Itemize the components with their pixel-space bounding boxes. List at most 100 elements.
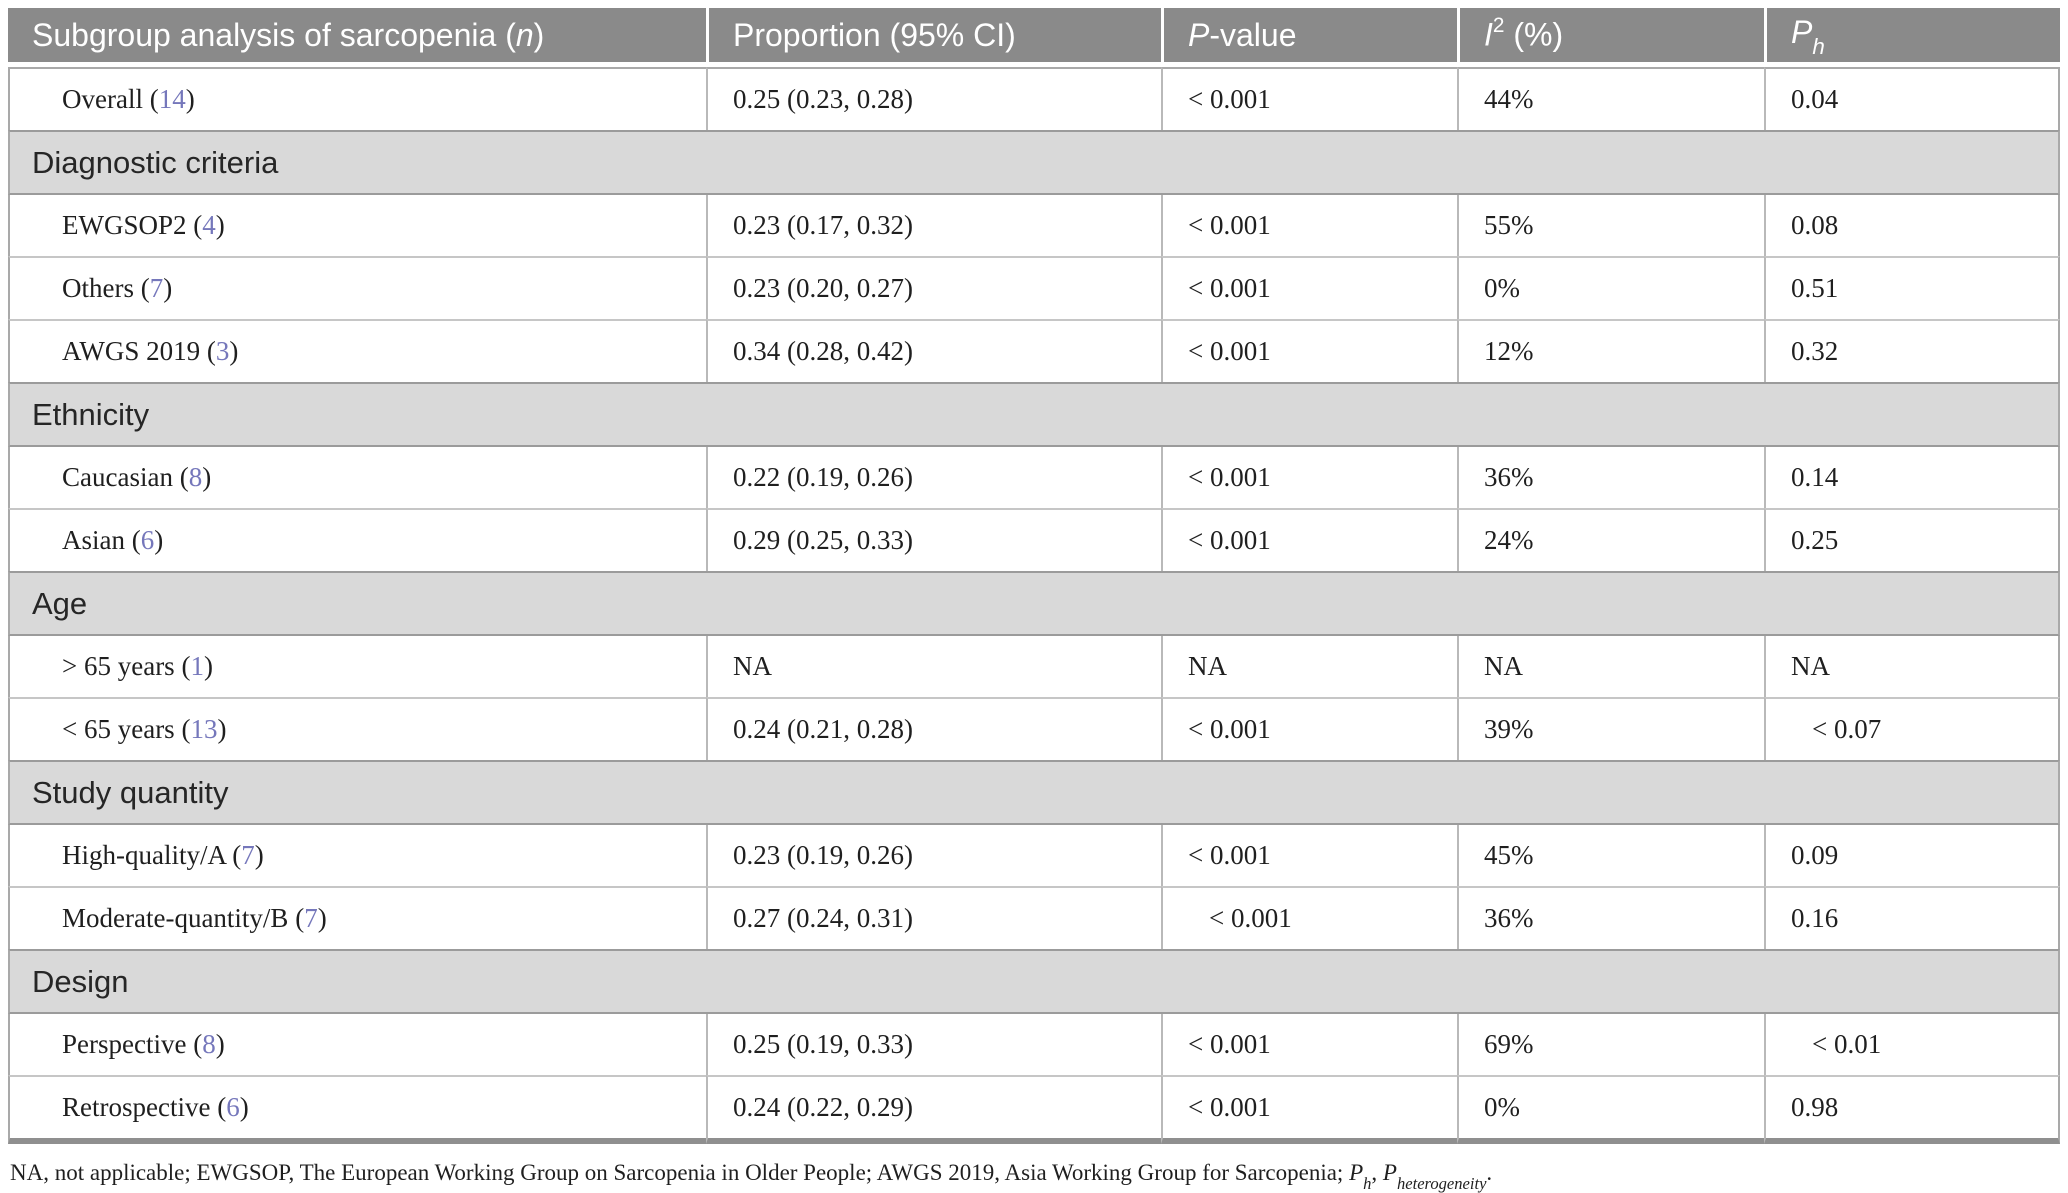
section-row-diagnostic-criteria: Diagnostic criteria xyxy=(8,130,2060,195)
cell-i2: 0% xyxy=(1457,256,1764,319)
footnote-subscript-heterogeneity: heterogeneity xyxy=(1396,1173,1487,1193)
cell-proportion: 0.25 (0.23, 0.28) xyxy=(706,67,1161,130)
cell-i2: 36% xyxy=(1457,447,1764,508)
section-title: Age xyxy=(8,571,2060,636)
header-italic-p: P xyxy=(1791,13,1813,50)
cell-i2: 0% xyxy=(1457,1075,1764,1144)
row-label-close: ) xyxy=(217,714,227,744)
cell-ph: 0.09 xyxy=(1764,825,2060,886)
cell-p-value: < 0.001 xyxy=(1161,256,1457,319)
section-title: Design xyxy=(8,949,2060,1014)
section-title: Study quantity xyxy=(8,760,2060,825)
cell-ph: 0.51 xyxy=(1764,256,2060,319)
citation-ref[interactable]: 4 xyxy=(202,210,216,240)
cell-subgroup: < 65 years (13) xyxy=(8,697,706,760)
cell-ph: < 0.01 xyxy=(1764,1014,2060,1075)
citation-ref[interactable]: 8 xyxy=(202,1029,216,1059)
row-label-close: ) xyxy=(215,1029,225,1059)
column-header-p-value: P-value xyxy=(1161,8,1457,67)
citation-ref[interactable]: 1 xyxy=(190,651,204,681)
cell-proportion: 0.34 (0.28, 0.42) xyxy=(706,319,1161,382)
cell-ph: 0.98 xyxy=(1764,1075,2060,1144)
table-row-under-65: < 65 years (13) 0.24 (0.21, 0.28) < 0.00… xyxy=(8,697,2060,760)
cell-ph: 0.25 xyxy=(1764,508,2060,571)
table-header: Subgroup analysis of sarcopenia (n) Prop… xyxy=(8,8,2060,67)
cell-i2: 12% xyxy=(1457,319,1764,382)
row-label: Asian ( xyxy=(62,525,141,555)
citation-ref[interactable]: 7 xyxy=(304,903,318,933)
cell-ph: NA xyxy=(1764,636,2060,697)
citation-ref[interactable]: 13 xyxy=(190,714,218,744)
citation-ref[interactable]: 7 xyxy=(241,840,255,870)
table-row-high-quality: High-quality/A (7) 0.23 (0.19, 0.26) < 0… xyxy=(8,825,2060,886)
citation-ref[interactable]: 14 xyxy=(158,84,186,114)
cell-subgroup: Caucasian (8) xyxy=(8,447,706,508)
cell-proportion: 0.23 (0.20, 0.27) xyxy=(706,256,1161,319)
table-row-awgs-2019: AWGS 2019 (3) 0.34 (0.28, 0.42) < 0.001 … xyxy=(8,319,2060,382)
cell-p-value: < 0.001 xyxy=(1161,825,1457,886)
row-label-close: ) xyxy=(154,525,164,555)
cell-proportion: 0.23 (0.17, 0.32) xyxy=(706,195,1161,256)
table-row-retrospective: Retrospective (6) 0.24 (0.22, 0.29) < 0.… xyxy=(8,1075,2060,1144)
section-title: Diagnostic criteria xyxy=(8,130,2060,195)
row-label: Overall ( xyxy=(62,84,159,114)
citation-ref[interactable]: 7 xyxy=(149,273,164,303)
cell-proportion: 0.27 (0.24, 0.31) xyxy=(706,886,1161,949)
section-row-design: Design xyxy=(8,949,2060,1014)
row-label-close: ) xyxy=(229,336,239,366)
row-label-close: ) xyxy=(239,1092,249,1122)
citation-ref[interactable]: 3 xyxy=(215,336,230,366)
cell-p-value: NA xyxy=(1161,636,1457,697)
row-label: High-quality/A ( xyxy=(62,840,242,870)
cell-ph: < 0.07 xyxy=(1764,697,2060,760)
citation-ref[interactable]: 6 xyxy=(226,1092,240,1122)
row-label: Others ( xyxy=(62,273,150,303)
header-text: -value xyxy=(1209,16,1297,53)
citation-ref[interactable]: 6 xyxy=(140,525,155,555)
cell-proportion: NA xyxy=(706,636,1161,697)
row-label: < 65 years ( xyxy=(62,714,191,744)
cell-subgroup: Perspective (8) xyxy=(8,1014,706,1075)
cell-proportion: 0.22 (0.19, 0.26) xyxy=(706,447,1161,508)
footnote-italic-p: P xyxy=(1349,1160,1364,1185)
header-text: Subgroup analysis of sarcopenia ( xyxy=(32,16,516,53)
cell-ph: 0.04 xyxy=(1764,67,2060,130)
header-text: Proportion (95% CI) xyxy=(733,16,1016,53)
table-row-moderate-quantity: Moderate-quantity/B (7) 0.27 (0.24, 0.31… xyxy=(8,886,2060,949)
table-body: Overall (14) 0.25 (0.23, 0.28) < 0.001 4… xyxy=(8,67,2060,1144)
citation-ref[interactable]: 8 xyxy=(188,462,203,492)
footnote-text: NA, not applicable; EWGSOP, The European… xyxy=(10,1160,1350,1185)
column-header-ph: Ph xyxy=(1764,8,2060,67)
table-row-others: Others (7) 0.23 (0.20, 0.27) < 0.001 0% … xyxy=(8,256,2060,319)
cell-i2: 69% xyxy=(1457,1014,1764,1075)
cell-i2: 45% xyxy=(1457,825,1764,886)
row-label-close: ) xyxy=(185,84,195,114)
row-label-close: ) xyxy=(317,903,327,933)
header-italic-p: P xyxy=(1188,16,1210,53)
header-text: (%) xyxy=(1504,16,1564,53)
header-italic-n: n xyxy=(515,16,534,53)
cell-ph: 0.14 xyxy=(1764,447,2060,508)
row-label: AWGS 2019 ( xyxy=(62,336,216,366)
cell-p-value: < 0.001 xyxy=(1161,447,1457,508)
cell-p-value: < 0.001 xyxy=(1161,1075,1457,1144)
section-title: Ethnicity xyxy=(8,382,2060,447)
table-row-asian: Asian (6) 0.29 (0.25, 0.33) < 0.001 24% … xyxy=(8,508,2060,571)
header-italic-i: I xyxy=(1484,16,1493,53)
table-row-caucasian: Caucasian (8) 0.22 (0.19, 0.26) < 0.001 … xyxy=(8,447,2060,508)
cell-p-value: < 0.001 xyxy=(1161,886,1457,949)
cell-subgroup: Others (7) xyxy=(8,256,706,319)
cell-proportion: 0.24 (0.21, 0.28) xyxy=(706,697,1161,760)
cell-subgroup: Asian (6) xyxy=(8,508,706,571)
cell-i2: 39% xyxy=(1457,697,1764,760)
cell-subgroup: > 65 years (1) xyxy=(8,636,706,697)
row-label-close: ) xyxy=(202,462,212,492)
row-label: Moderate-quantity/B ( xyxy=(62,903,305,933)
cell-subgroup: Retrospective (6) xyxy=(8,1075,706,1144)
cell-subgroup: Moderate-quantity/B (7) xyxy=(8,886,706,949)
table-row-ewgsop2: EWGSOP2 (4) 0.23 (0.17, 0.32) < 0.001 55… xyxy=(8,195,2060,256)
column-header-subgroup: Subgroup analysis of sarcopenia (n) xyxy=(8,8,706,67)
section-row-ethnicity: Ethnicity xyxy=(8,382,2060,447)
footnote-italic-p: P xyxy=(1382,1160,1397,1185)
